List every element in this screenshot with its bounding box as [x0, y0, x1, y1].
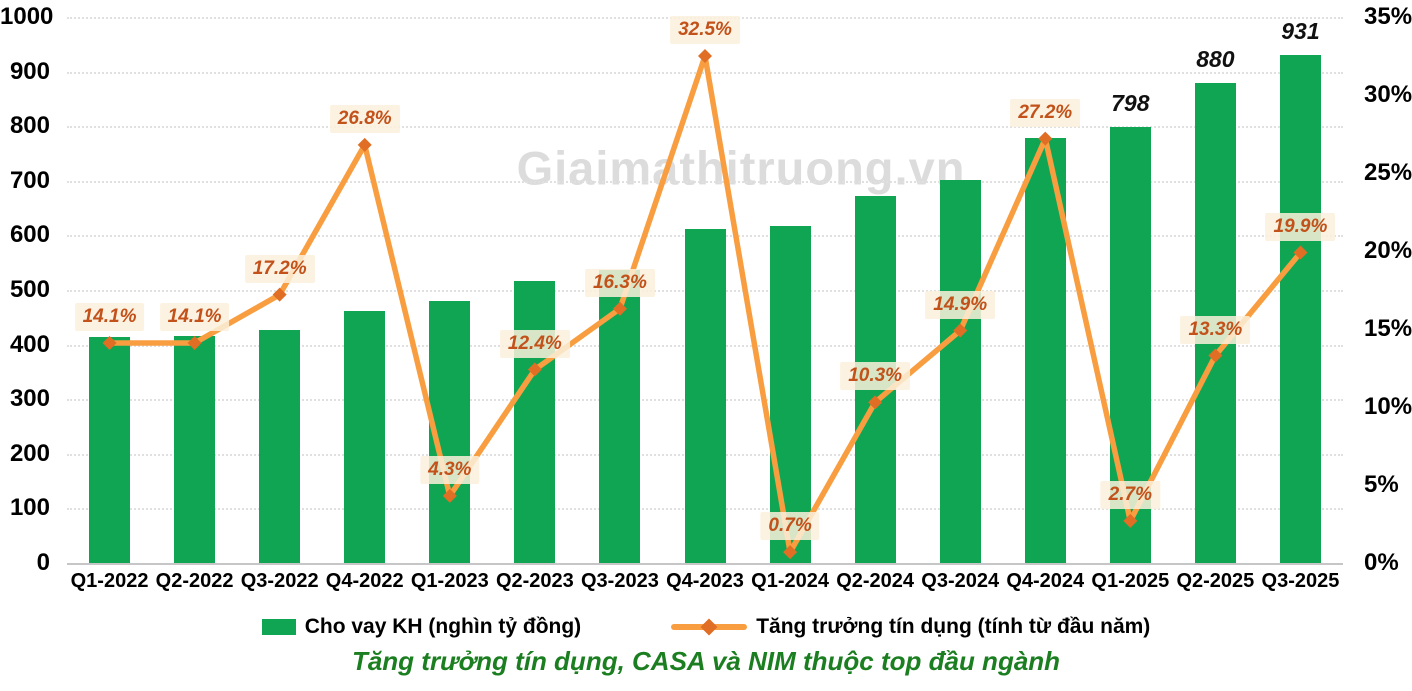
line-point-label: 0.7%: [760, 512, 820, 541]
bar-Q3-2022: [259, 329, 301, 563]
line-marker-Q1-2023: [442, 488, 457, 503]
legend-line-label: Tăng trưởng tín dụng (tính từ đầu năm): [756, 615, 1151, 638]
line-marker-Q4-2022: [357, 137, 372, 152]
line-point-label: 27.2%: [1010, 98, 1081, 127]
left-axis-tick: 400: [9, 330, 50, 358]
line-point-label: 14.1%: [74, 303, 145, 332]
legend-item-credit-growth: Tăng trưởng tín dụng (tính từ đầu năm): [671, 615, 1150, 639]
x-axis-label: Q2-2023: [495, 570, 574, 592]
x-axis-label: Q3-2023: [581, 570, 659, 592]
x-axis-label: Q4-2023: [666, 570, 744, 592]
line-swatch-icon: [671, 618, 748, 636]
bar-Q2-2022: [174, 335, 216, 563]
line-point-label: 14.1%: [159, 303, 230, 332]
legend-bar-label: Cho vay KH (nghìn tỷ đồng): [304, 615, 582, 638]
line-point-label: 12.4%: [499, 329, 570, 358]
line-marker-Q2-2025: [1208, 348, 1223, 363]
x-axis-label: Q3-2025: [1261, 570, 1340, 592]
left-axis-tick: 300: [9, 385, 50, 413]
line-point-label: 17.2%: [244, 254, 315, 283]
left-axis-tick: 800: [9, 112, 50, 140]
right-axis-tick: 25%: [1364, 159, 1412, 186]
right-axis-tick: 0%: [1364, 549, 1399, 576]
bar-swatch-icon: [261, 619, 296, 635]
bar-Q4-2022: [344, 311, 386, 563]
left-axis-tick: 100: [9, 494, 50, 522]
x-axis-label: Q4-2024: [1006, 570, 1085, 592]
line-marker-Q2-2022: [187, 336, 202, 351]
x-axis-label: Q2-2025: [1176, 570, 1255, 592]
right-axis-tick: 20%: [1364, 237, 1412, 264]
x-axis-line: [67, 563, 1343, 565]
line-point-label: 13.3%: [1180, 315, 1251, 344]
bar-Q1-2024: [769, 226, 811, 563]
line-marker-Q3-2025: [1293, 245, 1308, 260]
line-marker-Q1-2024: [783, 545, 798, 560]
legend: Cho vay KH (nghìn tỷ đồng) Tăng trưởng t…: [0, 615, 1412, 639]
x-axis-label: Q2-2024: [836, 570, 915, 592]
line-point-label: 10.3%: [840, 362, 911, 391]
x-axis-label: Q3-2024: [921, 570, 1000, 592]
line-marker-Q3-2024: [953, 323, 968, 338]
line-marker-Q1-2025: [1123, 513, 1138, 528]
left-axis-tick: 1000: [0, 3, 54, 30]
right-axis-tick: 10%: [1364, 393, 1412, 420]
line-marker-Q2-2024: [868, 395, 883, 410]
line-point-label: 26.8%: [329, 104, 400, 133]
bar-Q4-2023: [684, 228, 726, 563]
gridline-900: [67, 71, 1343, 74]
right-axis-tick: 35%: [1364, 3, 1412, 30]
left-axis-tick: 0: [36, 549, 50, 576]
x-axis-label: Q1-2025: [1091, 570, 1170, 592]
x-axis-label: Q2-2022: [155, 570, 234, 592]
left-axis-tick: 600: [9, 221, 50, 249]
chart-title: Tăng trưởng tín dụng, CASA và NIM thuộc …: [351, 646, 1061, 676]
line-point-label: 19.9%: [1265, 212, 1336, 241]
x-axis-label: Q1-2022: [70, 570, 149, 592]
x-axis-label: Q1-2024: [751, 570, 829, 592]
credit-growth-line: [106, 53, 1304, 555]
watermark: Giaimathitruong.vn: [516, 141, 966, 195]
line-point-label: 4.3%: [420, 455, 480, 484]
line-marker-Q3-2023: [612, 301, 627, 316]
bar-value-label: 931: [1281, 17, 1320, 44]
line-marker-Q4-2024: [1038, 131, 1053, 146]
left-axis-tick: 700: [9, 166, 50, 194]
line-marker-Q1-2022: [102, 336, 117, 351]
line-point-label: 16.3%: [584, 268, 655, 297]
right-axis-tick: 15%: [1364, 315, 1412, 342]
right-axis-tick: 5%: [1364, 471, 1399, 498]
x-axis-label: Q4-2022: [325, 570, 404, 592]
bar-value-label: 798: [1111, 90, 1150, 117]
diamond-marker-icon: [700, 618, 718, 636]
line-marker-Q4-2023: [698, 49, 712, 63]
line-point-label: 2.7%: [1100, 480, 1160, 509]
gridline-700: [67, 180, 1343, 183]
right-axis-tick: 30%: [1364, 81, 1412, 108]
left-axis-tick: 200: [9, 439, 50, 467]
bar-value-label: 880: [1196, 45, 1235, 72]
legend-item-loans: Cho vay KH (nghìn tỷ đồng): [261, 615, 582, 639]
bar-Q3-2025: [1279, 54, 1321, 563]
bar-Q3-2024: [939, 179, 981, 563]
line-marker-Q3-2022: [272, 287, 287, 302]
bar-Q1-2022: [89, 336, 131, 563]
line-marker-Q2-2023: [527, 362, 542, 377]
line-point-label: 14.9%: [925, 290, 996, 319]
x-axis-label: Q1-2023: [410, 570, 489, 592]
bar-Q2-2023: [514, 280, 556, 563]
left-axis-tick: 900: [9, 57, 50, 85]
gridline-800: [67, 126, 1343, 129]
x-axis-label: Q3-2022: [240, 570, 319, 592]
left-axis-tick: 500: [9, 276, 50, 303]
line-point-label: 32.5%: [670, 16, 740, 44]
